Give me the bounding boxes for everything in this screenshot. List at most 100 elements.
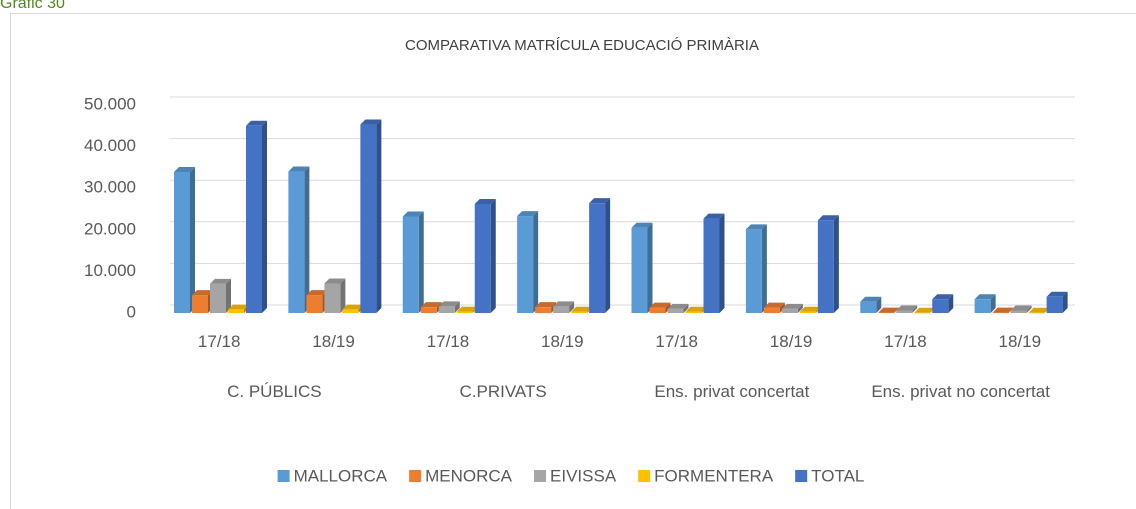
- bar-front: [703, 218, 720, 313]
- bar: [517, 211, 539, 313]
- bar-front: [667, 308, 684, 313]
- bar-top: [192, 290, 213, 296]
- bar-top: [649, 302, 671, 308]
- bar-front: [342, 309, 359, 313]
- legend-label: FORMENTERA: [654, 466, 774, 485]
- y-tick-label: 20.000: [84, 219, 136, 238]
- bar-front: [210, 283, 226, 313]
- x-group-label: Ens. privat concertat: [654, 382, 810, 401]
- bar: [438, 301, 460, 313]
- bar-front: [589, 203, 606, 313]
- bar: [932, 294, 954, 313]
- legend-item: FORMENTERA: [638, 466, 774, 485]
- bar-front: [420, 307, 437, 313]
- bar-top: [685, 306, 707, 312]
- bar-front: [246, 125, 262, 313]
- bar: [210, 278, 231, 313]
- bar-side: [262, 120, 267, 313]
- bar: [192, 290, 213, 313]
- bar-side: [833, 215, 839, 313]
- legend-label: MALLORCA: [294, 466, 388, 485]
- legend-swatch: [409, 470, 422, 482]
- bar-front: [288, 171, 305, 313]
- bar: [817, 215, 839, 313]
- bar-front: [763, 307, 780, 313]
- bar-front: [649, 307, 666, 313]
- legend-label: TOTAL: [811, 466, 864, 485]
- x-tick-label: 18/19: [769, 332, 813, 351]
- bar-top: [324, 278, 346, 284]
- bar-top: [342, 304, 364, 310]
- legend-swatch: [795, 470, 808, 482]
- bar-side: [454, 301, 460, 313]
- chart-frame: [10, 13, 1136, 509]
- bar-top: [1028, 307, 1050, 313]
- bar-top: [420, 302, 442, 308]
- bar: [474, 199, 496, 313]
- bar-front: [631, 227, 648, 313]
- caption: Gràfic 30: [0, 0, 65, 12]
- bar-front: [571, 311, 588, 313]
- bar-side: [1026, 305, 1032, 313]
- bar-front: [1010, 310, 1027, 313]
- bar-top: [992, 307, 1014, 313]
- bar-top: [860, 296, 882, 302]
- bar: [781, 303, 803, 313]
- bar-front: [517, 216, 534, 313]
- y-tick-label: 30.000: [84, 178, 136, 197]
- bar-top: [974, 294, 996, 300]
- x-tick-label: 18/19: [541, 332, 584, 351]
- bar: [631, 222, 653, 313]
- bar: [667, 303, 689, 313]
- bar-top: [456, 306, 478, 312]
- bar-front: [192, 295, 208, 313]
- bar: [288, 166, 310, 313]
- bar: [974, 294, 996, 313]
- bar-front: [974, 299, 991, 313]
- bar: [174, 166, 195, 313]
- bar-side: [304, 166, 310, 313]
- bar-side: [376, 119, 382, 313]
- bar-top: [667, 303, 689, 309]
- legend-swatch: [638, 470, 651, 482]
- bar-front: [817, 220, 834, 313]
- bar-front: [914, 312, 931, 314]
- x-tick-label: 17/18: [655, 332, 698, 351]
- bar-front: [438, 306, 455, 313]
- bar-front: [896, 310, 913, 313]
- x-group-label: C. PÚBLICS: [227, 382, 322, 401]
- bar-top: [896, 305, 918, 311]
- bar-top: [914, 307, 936, 313]
- y-tick-label: 0: [127, 302, 136, 321]
- bar-front: [402, 216, 419, 313]
- bar: [745, 224, 767, 313]
- bar-front: [781, 308, 798, 313]
- bar-top: [228, 304, 249, 310]
- x-tick-label: 17/18: [197, 332, 241, 351]
- bar: [703, 213, 725, 313]
- bar-side: [605, 198, 611, 313]
- bar-top: [246, 120, 267, 126]
- bar-side: [226, 278, 231, 313]
- bar-top: [517, 211, 539, 217]
- bar-side: [490, 199, 496, 313]
- bar-side: [569, 301, 575, 313]
- chart-title: COMPARATIVA MATRÍCULA EDUCACIÓ PRIMÀRIA: [405, 37, 759, 54]
- bar-top: [306, 290, 328, 296]
- bar-top: [781, 303, 803, 309]
- bar-front: [1028, 312, 1045, 314]
- bar-front: [360, 124, 377, 313]
- bar: [649, 302, 671, 313]
- bar-front: [228, 309, 244, 313]
- bar-top: [438, 301, 460, 307]
- x-tick-label: 18/19: [312, 332, 355, 351]
- bar-front: [799, 311, 816, 313]
- bar: [860, 296, 882, 313]
- bar-top: [1010, 305, 1032, 311]
- bar-front: [474, 204, 491, 313]
- bar-top: [763, 302, 785, 308]
- bar-top: [878, 307, 900, 313]
- legend-item: MALLORCA: [277, 466, 388, 485]
